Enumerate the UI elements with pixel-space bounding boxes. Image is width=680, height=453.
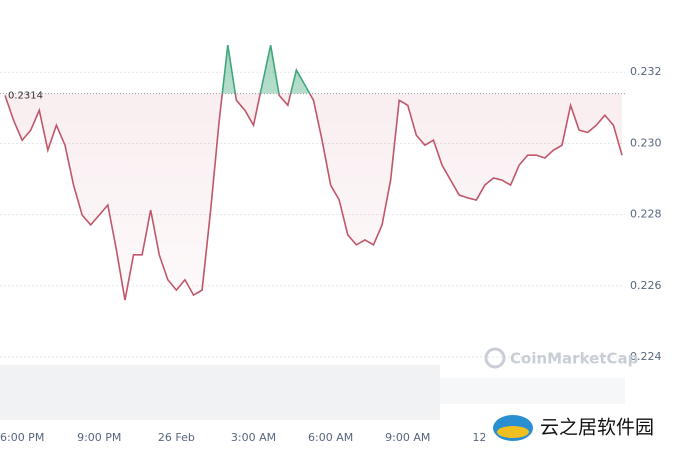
price-line-below [4, 93, 623, 301]
footer-band [440, 378, 625, 404]
y-tick-label: 0.230 [630, 136, 662, 149]
x-tick-label: 9:00 AM [385, 431, 430, 444]
site-watermark: 云之居软件园 [485, 405, 680, 453]
site-name: 云之居软件园 [540, 417, 654, 439]
cmc-watermark: CoinMarketCap [484, 347, 639, 369]
y-tick-label: 0.226 [630, 279, 662, 292]
watermark: CoinMarketCap [510, 350, 639, 368]
x-tick-label: 26 Feb [158, 431, 195, 444]
footer-band [0, 365, 440, 420]
area-below [5, 93, 622, 301]
x-tick-label: 3:00 AM [231, 431, 276, 444]
baseline-label: 0.2314 [8, 91, 43, 102]
x-tick-label: 6:00 PM [0, 431, 44, 444]
x-tick-label: 9:00 PM [77, 431, 121, 444]
y-tick-label: 0.224 [630, 350, 662, 363]
y-tick-label: 0.232 [630, 65, 662, 78]
x-tick-label: 6:00 AM [308, 431, 353, 444]
y-tick-label: 0.228 [630, 208, 662, 221]
